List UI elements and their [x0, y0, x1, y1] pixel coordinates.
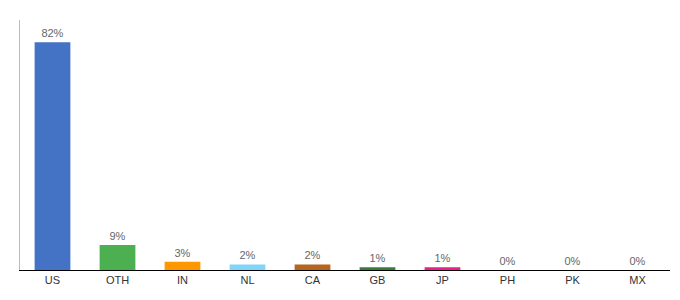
- svg-text:2%: 2%: [239, 249, 255, 261]
- svg-text:IN: IN: [177, 274, 188, 286]
- svg-text:US: US: [45, 274, 60, 286]
- svg-text:2%: 2%: [304, 249, 320, 261]
- svg-text:JP: JP: [436, 274, 449, 286]
- svg-text:NL: NL: [240, 274, 254, 286]
- svg-text:PK: PK: [565, 274, 580, 286]
- svg-text:GB: GB: [370, 274, 386, 286]
- svg-text:0%: 0%: [564, 255, 580, 267]
- svg-text:CA: CA: [305, 274, 321, 286]
- svg-text:82%: 82%: [41, 27, 63, 39]
- svg-text:1%: 1%: [434, 252, 450, 264]
- svg-text:1%: 1%: [369, 252, 385, 264]
- svg-text:OTH: OTH: [106, 274, 129, 286]
- svg-text:0%: 0%: [629, 255, 645, 267]
- svg-text:3%: 3%: [174, 247, 190, 259]
- svg-text:PH: PH: [500, 274, 515, 286]
- svg-text:MX: MX: [629, 274, 646, 286]
- svg-text:0%: 0%: [499, 255, 515, 267]
- svg-text:9%: 9%: [109, 230, 125, 242]
